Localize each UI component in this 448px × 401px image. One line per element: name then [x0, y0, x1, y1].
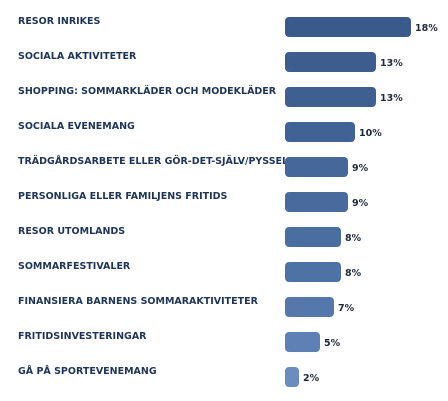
- category-label: GÅ PÅ SPORTEVENEMANG: [18, 366, 157, 377]
- category-labels: RESOR INRIKES SOCIALA AKTIVITETER SHOPPING…: [18, 16, 288, 377]
- value-label: 9%: [352, 163, 369, 174]
- value-label: 5%: [324, 338, 341, 349]
- category-label: SHOPPING: SOMMARKLÄDER OCH MODEKLÄDER: [18, 86, 277, 97]
- category-label: PERSONLIGA ELLER FAMILJENS FRITIDS: [18, 191, 228, 202]
- category-label: SOMMARFESTIVALER: [18, 261, 131, 272]
- bar: [285, 192, 348, 212]
- value-label: 2%: [303, 373, 320, 384]
- value-label: 13%: [380, 58, 403, 69]
- category-label: FRITIDSINVESTERINGAR: [18, 331, 147, 342]
- category-label: RESOR UTOMLANDS: [18, 226, 125, 237]
- category-label: SOCIALA EVENEMANG: [18, 121, 135, 132]
- value-label: 10%: [359, 128, 382, 139]
- value-label: 13%: [380, 93, 403, 104]
- category-label: RESOR INRIKES: [18, 16, 101, 27]
- value-label: 18%: [415, 23, 438, 34]
- bar: [285, 297, 334, 317]
- value-label: 8%: [345, 268, 362, 279]
- bar: [285, 332, 320, 352]
- category-label: FINANSIERA BARNENS SOMMARAKTIVITETER: [18, 296, 259, 307]
- bar: [285, 87, 376, 107]
- bar: [285, 227, 341, 247]
- bar: [285, 17, 411, 37]
- value-label: 8%: [345, 233, 362, 244]
- value-label: 7%: [338, 303, 355, 314]
- bar: [285, 52, 376, 72]
- bar: [285, 367, 299, 387]
- category-label: TRÄDGÅRDSARBETE ELLER GÖR-DET-SJÄLV/PYSS…: [18, 156, 288, 167]
- bar: [285, 157, 348, 177]
- bar: [285, 262, 341, 282]
- bars: [285, 17, 411, 387]
- category-label: SOCIALA AKTIVITETER: [18, 51, 137, 62]
- value-label: 9%: [352, 198, 369, 209]
- value-labels: 18% 13% 13% 10% 9% 9% 8% 8% 7% 5% 2%: [303, 23, 438, 384]
- bar: [285, 122, 355, 142]
